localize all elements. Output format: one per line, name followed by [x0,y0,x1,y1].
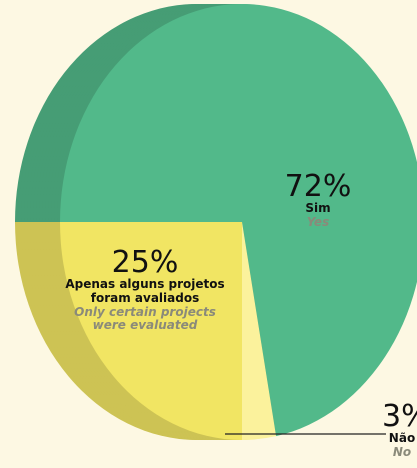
slice [60,222,242,440]
category-label: Sim [305,201,331,215]
slice [242,222,277,440]
category-label-en: Yes [306,214,330,229]
slice [60,4,417,437]
slice-label: 72% Sim Yes [258,172,378,230]
value-label: 72% [284,169,352,204]
value-label: 3% [382,399,417,434]
category-label-en: Only certain projects were evaluated [74,304,216,333]
category-label: Não [388,431,416,445]
value-label: 25% [111,245,179,280]
slice-label: 25% Apenas alguns projetos foram avaliado… [65,248,225,333]
category-label-en: No [392,444,412,459]
category-label: Apenas alguns projetos foram avaliados [65,277,225,305]
